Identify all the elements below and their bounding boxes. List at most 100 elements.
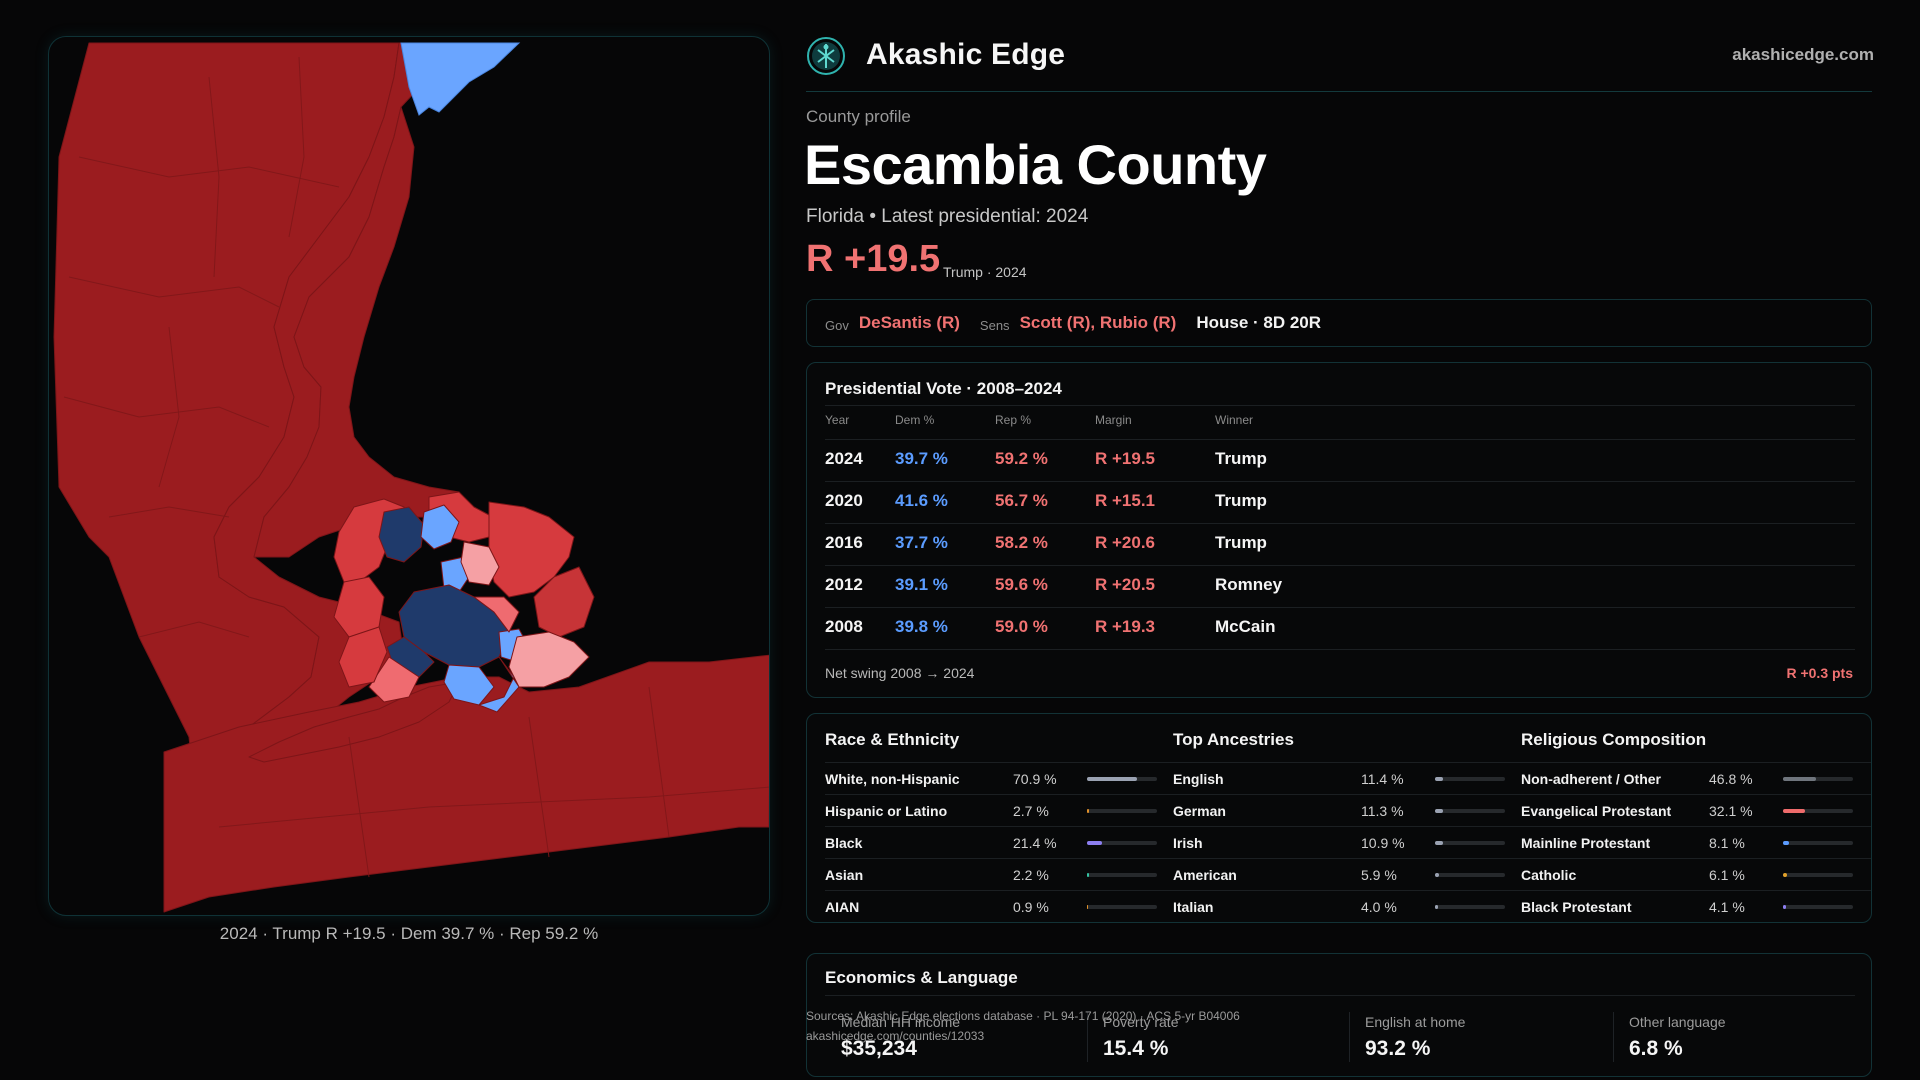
demographic-row[interactable]: German 11.3 % [1173,794,1523,826]
table-row[interactable]: 2020 41.6 % 56.7 % R +15.1 Trump [807,481,1871,523]
map-precinct-blue-north[interactable] [378,506,425,563]
map-precinct-tilt-rep-a[interactable] [460,541,500,586]
headline-margin: R +19.5 [806,238,941,280]
demographic-percent: 8.1 % [1709,835,1745,851]
demographic-row[interactable]: Asian 2.2 % [825,858,1175,890]
demographic-percent: 6.1 % [1709,867,1745,883]
demographic-bar-track [1783,905,1853,909]
stat-divider [1087,1012,1088,1062]
map-precinct-east-tip[interactable] [533,566,595,638]
demographic-row[interactable]: American 5.9 % [1173,858,1523,890]
county-map-panel[interactable] [48,36,770,916]
sources-line: Sources: Akashic Edge elections database… [806,1009,1240,1023]
demographic-bar-fill [1435,777,1443,781]
map-precinct-lightblue-north[interactable] [420,504,460,550]
stat-divider [1349,1012,1350,1062]
cell-dem: 37.7 % [895,533,948,552]
stat-value: 15.4 % [1103,1037,1169,1060]
demographic-name: Hispanic or Latino [825,803,948,819]
demographic-bar-track [1087,841,1157,845]
table-row[interactable]: 2024 39.7 % 59.2 % R +19.5 Trump [807,439,1871,481]
county-subtitle: Florida • Latest presidential: 2024 [806,206,1089,227]
demographic-percent: 4.0 % [1361,899,1397,915]
cell-year: 2012 [825,575,863,594]
stat-poverty-rate: Poverty rate 15.4 % [1103,1014,1178,1074]
ancestries-column: Top Ancestries English 11.4 % German 11.3 %… [1173,714,1523,922]
demographic-row[interactable]: Black 21.4 % [825,826,1175,858]
demographic-row[interactable]: Black Protestant 4.1 % [1521,890,1871,922]
headline-margin-note: Trump · 2024 [943,264,1027,280]
demographic-name: Black [825,835,863,851]
stat-value: $35,234 [841,1037,917,1060]
cell-winner: Trump [1215,491,1267,510]
demographic-name: Evangelical Protestant [1521,803,1672,819]
demographic-bar-fill [1783,809,1806,813]
divider [825,481,1855,482]
cell-dem: 39.7 % [895,449,948,468]
col-header-rep: Rep % [995,413,1032,427]
demographic-row[interactable]: White, non-Hispanic 70.9 % [825,762,1175,794]
divider [825,405,1855,406]
divider [825,649,1855,650]
demographic-percent: 0.9 % [1013,899,1049,915]
demographic-row[interactable]: Evangelical Protestant 32.1 % [1521,794,1871,826]
map-precinct-likely-rep-southwest[interactable] [338,626,388,688]
race-ethnicity-title: Race & Ethnicity [825,730,960,749]
cell-margin: R +20.5 [1095,575,1156,594]
demographic-bar-fill [1783,841,1789,845]
demographic-bar-track [1435,873,1505,877]
demographic-bar-track [1087,905,1157,909]
stat-label: Poverty rate [1103,1014,1179,1030]
presidential-vote-card: Presidential Vote · 2008–2024 Year Dem %… [806,362,1872,698]
demographic-row[interactable]: Catholic 6.1 % [1521,858,1871,890]
cell-dem: 41.6 % [895,491,948,510]
demographic-row[interactable]: Irish 10.9 % [1173,826,1523,858]
demographic-bar-fill [1087,777,1137,781]
demographic-row[interactable]: Hispanic or Latino 2.7 % [825,794,1175,826]
demographic-name: Mainline Protestant [1521,835,1651,851]
demographic-bar-track [1435,809,1505,813]
demographic-bar-track [1783,809,1853,813]
demographic-row[interactable]: Non-adherent / Other 46.8 % [1521,762,1871,794]
stat-value: 6.8 % [1629,1037,1683,1060]
sens-label: Sens [979,317,1010,333]
demographic-bar-track [1435,777,1505,781]
map-precinct-tilt-rep-south[interactable] [508,631,590,688]
map-precinct-lean-dem-tip[interactable] [478,656,520,713]
demographic-bar-track [1783,841,1853,845]
akashic-edge-logo-icon [807,37,845,75]
map-precinct-lean-rep-mid[interactable] [473,596,520,633]
cell-margin: R +20.6 [1095,533,1156,552]
table-row[interactable]: 2008 39.8 % 59.0 % R +19.3 McCain [807,607,1871,649]
table-row[interactable]: 2016 37.7 % 58.2 % R +20.6 Trump [807,523,1871,565]
demographic-name: Irish [1173,835,1203,851]
demographic-row[interactable]: English 11.4 % [1173,762,1523,794]
religion-title: Religious Composition [1521,730,1707,749]
cell-rep: 59.6 % [995,575,1048,594]
net-swing-label: Net swing 2008 → 2024 [825,665,975,681]
county-title: Escambia County [804,133,1267,196]
demographic-row[interactable]: Italian 4.0 % [1173,890,1523,922]
map-precinct-safe-dem-core[interactable] [398,584,510,668]
demographic-name: White, non-Hispanic [825,771,960,787]
demographic-percent: 5.9 % [1361,867,1397,883]
divider [825,565,1855,566]
demographic-percent: 4.1 % [1709,899,1745,915]
demographics-card: Race & Ethnicity White, non-Hispanic 70.9… [806,713,1872,923]
map-precinct-northeast-dem[interactable] [400,42,521,116]
demographic-bar-fill [1783,905,1786,909]
demographic-name: Non-adherent / Other [1521,771,1662,787]
demographic-percent: 10.9 % [1361,835,1405,851]
table-row[interactable]: 2012 39.1 % 59.6 % R +20.5 Romney [807,565,1871,607]
precinct-map[interactable] [49,37,770,916]
house-delegation: House · 8D 20R [1196,313,1322,332]
demographic-percent: 2.2 % [1013,867,1049,883]
sources-url[interactable]: akashicedge.com/counties/12033 [806,1029,985,1043]
stat-english-at-home: English at home 93.2 % [1365,1014,1465,1074]
stat-other-language: Other language 6.8 % [1629,1014,1726,1074]
demographic-row[interactable]: AIAN 0.9 % [825,890,1175,922]
site-link[interactable]: akashicedge.com [1732,45,1874,64]
divider [825,607,1855,608]
presidential-vote-title: Presidential Vote · 2008–2024 [825,379,1062,398]
demographic-row[interactable]: Mainline Protestant 8.1 % [1521,826,1871,858]
